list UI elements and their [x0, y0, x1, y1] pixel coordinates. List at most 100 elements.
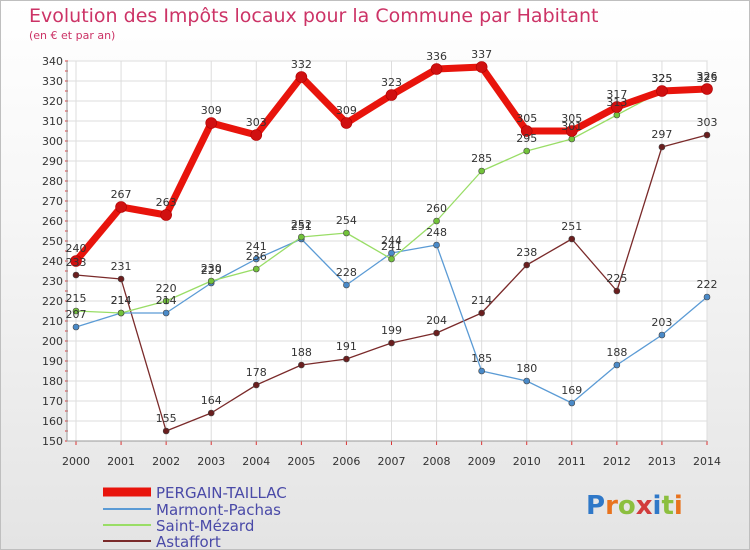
- data-point: [568, 235, 576, 243]
- data-point: [162, 427, 170, 435]
- y-tick-label: 180: [42, 375, 63, 388]
- data-point: [430, 63, 443, 75]
- data-point: [656, 85, 668, 97]
- y-tick-label: 320: [42, 95, 63, 108]
- series-1: [72, 235, 711, 407]
- data-label: 332: [291, 58, 312, 71]
- data-label: 220: [156, 282, 177, 295]
- x-tick-label: 2000: [62, 455, 90, 468]
- legend-label: PERGAIN-TAILLAC: [156, 484, 287, 502]
- logo-letter: t: [661, 491, 674, 521]
- data-label: 229: [201, 264, 222, 277]
- data-label: 188: [291, 346, 312, 359]
- data-point: [117, 309, 125, 317]
- data-label: 325: [651, 72, 672, 85]
- data-label: 214: [111, 294, 132, 307]
- data-label: 326: [697, 70, 718, 83]
- y-tick-label: 290: [42, 155, 63, 168]
- data-label: 241: [381, 240, 402, 253]
- data-label: 337: [471, 48, 492, 61]
- legend-label: Astaffort: [156, 533, 221, 549]
- data-label: 260: [426, 202, 447, 215]
- data-label: 214: [156, 294, 177, 307]
- data-label: 207: [66, 308, 87, 321]
- data-point: [252, 265, 260, 273]
- data-label: 309: [336, 104, 357, 117]
- data-label: 215: [66, 292, 87, 305]
- data-label: 164: [201, 394, 222, 407]
- data-label: 251: [291, 220, 312, 233]
- data-point: [298, 233, 305, 241]
- data-label: 230: [201, 262, 222, 275]
- data-point: [703, 131, 711, 139]
- data-point: [250, 129, 263, 141]
- data-label: 295: [516, 132, 537, 145]
- data-point: [658, 143, 666, 151]
- data-point: [523, 261, 531, 269]
- logo-letter: x: [635, 491, 653, 521]
- data-label: 233: [66, 256, 87, 269]
- legend: PERGAIN-TAILLACMarmont-PachasSaint-Mézar…: [103, 484, 287, 549]
- data-point: [298, 361, 305, 369]
- data-point: [703, 293, 711, 301]
- proxiti-logo: Proxiti: [586, 491, 683, 521]
- data-point: [613, 111, 621, 119]
- data-label: 240: [66, 242, 87, 255]
- data-point: [433, 217, 440, 225]
- y-tick-label: 190: [42, 355, 63, 368]
- data-label: 185: [471, 352, 492, 365]
- data-label: 191: [336, 340, 357, 353]
- y-tick-label: 330: [42, 75, 63, 88]
- y-tick-label: 220: [42, 295, 63, 308]
- data-label: 228: [336, 266, 357, 279]
- data-label: 309: [201, 104, 222, 117]
- data-point: [478, 167, 485, 175]
- x-tick-label: 2012: [603, 455, 631, 468]
- data-label: 248: [426, 226, 447, 239]
- data-point: [205, 117, 218, 129]
- data-label: 214: [471, 294, 492, 307]
- data-label: 155: [156, 412, 177, 425]
- data-label: 169: [561, 384, 582, 397]
- chart-subtitle: (en € et par an): [29, 29, 116, 42]
- data-label: 204: [426, 314, 447, 327]
- data-point: [162, 309, 170, 317]
- x-tick-label: 2010: [513, 455, 541, 468]
- data-point: [115, 201, 127, 213]
- data-label: 188: [606, 346, 627, 359]
- data-label: 325: [697, 72, 718, 85]
- logo-letter: i: [673, 491, 683, 521]
- data-point: [433, 241, 440, 249]
- data-point: [343, 355, 350, 363]
- data-point: [72, 307, 80, 315]
- data-point: [160, 209, 172, 221]
- series-2: [72, 87, 711, 317]
- data-point: [611, 101, 623, 113]
- chart-title: Evolution des Impôts locaux pour la Comm…: [29, 5, 599, 27]
- data-point: [385, 89, 398, 101]
- data-label: 263: [156, 196, 177, 209]
- data-label: 178: [246, 366, 267, 379]
- x-tick-label: 2011: [558, 455, 586, 468]
- data-label: 297: [651, 128, 672, 141]
- data-label: 267: [111, 188, 132, 201]
- data-labels-1: 207 214 214 229 241 251 228 244 248 185 180 169 188 2…: [66, 220, 718, 397]
- series-0: [70, 61, 713, 267]
- x-tick-label: 2014: [693, 455, 721, 468]
- data-point: [252, 255, 260, 263]
- data-label: 305: [516, 112, 537, 125]
- logo-letter: i: [652, 491, 662, 521]
- data-label: 203: [651, 316, 672, 329]
- data-point: [117, 275, 125, 283]
- y-tick-label: 230: [42, 275, 63, 288]
- data-point: [162, 297, 170, 305]
- data-point: [252, 381, 260, 389]
- y-tick-label: 300: [42, 135, 63, 148]
- data-label: 303: [246, 116, 267, 129]
- x-tick-label: 2006: [332, 455, 360, 468]
- y-tick-label: 210: [42, 315, 63, 328]
- data-label: 303: [697, 116, 718, 129]
